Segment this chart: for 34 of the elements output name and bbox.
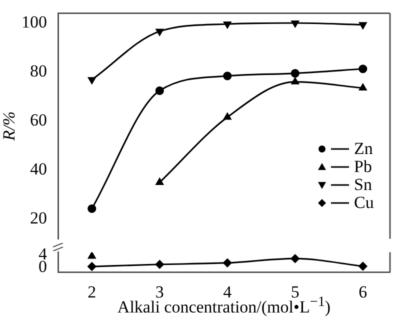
- legend-label: Zn: [354, 139, 373, 158]
- point: [88, 252, 96, 259]
- x-tick-label: 2: [88, 282, 96, 302]
- point: [291, 78, 299, 84]
- x-tick-label: 5: [290, 282, 300, 302]
- point: [223, 72, 232, 80]
- point: [223, 258, 232, 268]
- point: [290, 254, 300, 263]
- y-axis-title: R/%: [0, 111, 19, 142]
- legend-label: Pb: [354, 157, 372, 176]
- x-tick-label: 6: [358, 282, 368, 302]
- point: [88, 77, 96, 84]
- legend-label: Sn: [354, 175, 372, 194]
- y-tick-label: 60: [30, 110, 47, 130]
- point: [358, 262, 368, 271]
- point: [155, 86, 164, 95]
- point: [156, 178, 164, 185]
- point: [88, 204, 96, 213]
- y-tick-label: 20: [30, 208, 47, 228]
- point: [291, 20, 299, 28]
- point: [224, 21, 232, 28]
- point: [224, 112, 232, 120]
- x-tick-label: 4: [223, 282, 232, 302]
- point: [155, 260, 164, 269]
- point: [156, 28, 164, 36]
- point: [359, 84, 367, 91]
- legend-label: Cu: [354, 193, 374, 212]
- y-tick-label: 100: [22, 12, 47, 32]
- y-tick-label: 80: [30, 62, 47, 81]
- point: [290, 68, 300, 78]
- point: [88, 262, 96, 271]
- y-tick-label: 40: [30, 160, 47, 179]
- point: [358, 64, 368, 74]
- point: [359, 22, 367, 30]
